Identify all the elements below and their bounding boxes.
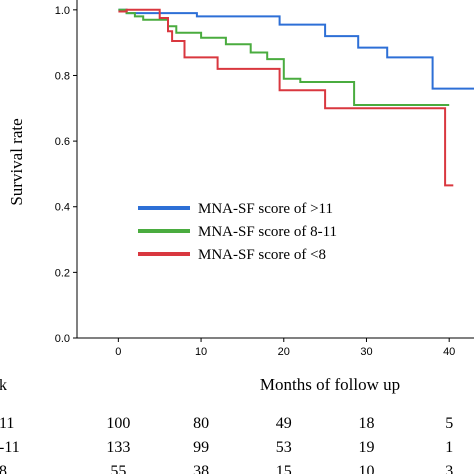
legend-label-0: MNA-SF score of >11 — [198, 201, 333, 217]
risk-cell: 100 — [106, 415, 130, 432]
risk-cell: 55 — [110, 463, 126, 474]
risk-cell: 133 — [106, 439, 130, 456]
risk-cell: 49 — [276, 415, 292, 432]
axes — [76, 0, 474, 339]
series-line-0 — [118, 8, 474, 90]
risk-row-label: 8 — [0, 463, 7, 474]
risk-cell: 15 — [276, 463, 292, 474]
risk-cell: 5 — [445, 415, 453, 432]
risk-cell: 18 — [358, 415, 374, 432]
x-tick-label: 40 — [443, 346, 455, 358]
risk-table-header: k — [0, 377, 7, 394]
legend-label-1: MNA-SF score of 8-11 — [198, 224, 337, 240]
legend-label-2: MNA-SF score of <8 — [198, 247, 326, 263]
x-tick-label: 10 — [195, 346, 207, 358]
x-ticks: 0 10 20 30 40 — [115, 338, 455, 358]
y-tick-label: 0.6 — [55, 136, 70, 148]
legend: MNA-SF score of >11 MNA-SF score of 8-11 M… — [138, 201, 337, 263]
risk-cell: 53 — [276, 439, 292, 456]
risk-cell: 38 — [193, 463, 209, 474]
x-axis-title: Months of follow up — [260, 375, 400, 394]
risk-cell: 10 — [358, 463, 374, 474]
series-line-1 — [118, 8, 450, 106]
y-tick-label: 0.4 — [55, 202, 70, 214]
x-tick-label: 0 — [115, 346, 121, 358]
risk-row-label: 11 — [0, 415, 14, 432]
risk-cell: 19 — [358, 439, 374, 456]
risk-cell: 3 — [445, 463, 453, 474]
risk-cell: 80 — [193, 415, 209, 432]
y-tick-label: 1.0 — [55, 5, 70, 17]
series-lines — [118, 8, 474, 187]
y-tick-label: 0.2 — [55, 267, 70, 279]
x-tick-label: 20 — [278, 346, 290, 358]
risk-row-label: -11 — [0, 439, 20, 456]
y-axis-title: Survival rate — [7, 118, 26, 205]
risk-cell: 1 — [445, 439, 453, 456]
risk-table: k 11 100 80 49 18 5-11 133 99 53 19 18 55 38 15 10 3 — [0, 377, 453, 474]
y-ticks: 0.0 0.2 0.4 0.6 0.8 1.0 — [55, 5, 77, 345]
y-tick-label: 0.0 — [55, 333, 70, 345]
x-tick-label: 30 — [360, 346, 372, 358]
risk-cell: 99 — [193, 439, 209, 456]
y-tick-label: 0.8 — [55, 70, 70, 82]
series-line-2 — [118, 8, 454, 187]
